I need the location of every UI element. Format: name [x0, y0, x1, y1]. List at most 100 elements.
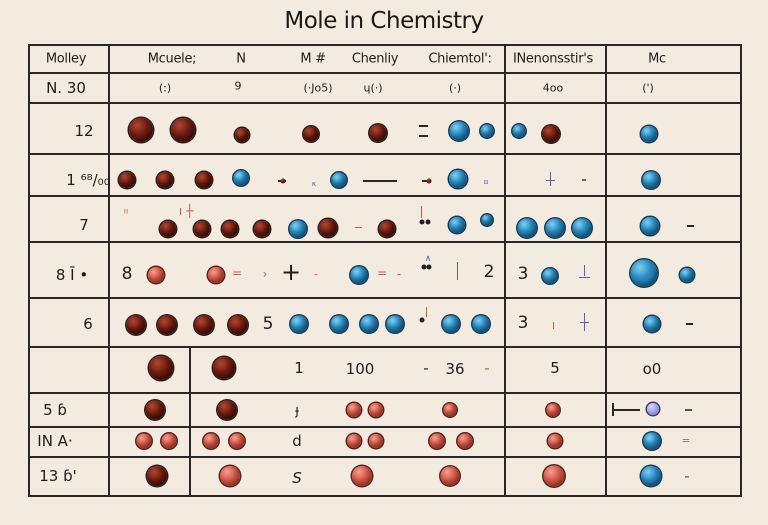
cell-text: 1: [294, 359, 304, 377]
tick-mark: [457, 262, 458, 280]
molecule-ball: [379, 221, 395, 237]
row-divider: [28, 456, 742, 458]
atom-dot: [426, 178, 432, 184]
header-cell: Chiemtol':: [428, 51, 492, 67]
header-cell: INenonsstir's: [512, 51, 594, 67]
cell-text: ›: [262, 267, 268, 281]
molecule-ball: [630, 259, 658, 287]
molecule-ball: [149, 356, 173, 380]
dash-mark: [355, 227, 362, 228]
molecule-ball: [203, 433, 219, 449]
row-label: IN A·: [37, 432, 73, 450]
molecule-ball: [213, 357, 235, 379]
row-divider: [28, 346, 742, 348]
molecule-ball: [481, 214, 493, 226]
molecule-ball: [517, 218, 537, 238]
molecule-ball: [680, 268, 694, 282]
molecule-ball: [480, 124, 494, 138]
row-divider: [28, 241, 742, 243]
header-cell: Mc: [648, 51, 666, 67]
molecule-ball: [369, 403, 383, 417]
molecule-ball: [449, 170, 467, 188]
molecule-ball: [472, 315, 490, 333]
small-mark: ı ┼: [178, 204, 194, 218]
molecule-ball: [119, 172, 135, 188]
molecule-ball: [196, 172, 212, 188]
molecule-ball: [457, 433, 473, 449]
bond-line: [612, 409, 640, 411]
col-divider: [189, 346, 191, 497]
molecule-ball: [147, 466, 167, 486]
cell-text: -: [396, 267, 402, 281]
tick-mark: [546, 180, 555, 181]
row-divider: [28, 102, 742, 104]
molecule-ball: [303, 126, 319, 142]
tick-mark: [421, 206, 422, 218]
molecule-ball: [641, 217, 659, 235]
bond-line: [363, 180, 397, 182]
row-divider: [28, 195, 742, 197]
tick-mark: [426, 307, 427, 317]
row-divider: [28, 297, 742, 299]
row-divider: [28, 72, 742, 74]
molecule-ball: [548, 434, 562, 448]
molecule-ball: [642, 171, 660, 189]
dash-mark: [685, 409, 692, 411]
row-label: 5 ɓ: [43, 401, 67, 419]
cell-text: -: [423, 359, 429, 377]
tick-mark: [553, 322, 554, 329]
subheader-cell: 4oo: [542, 81, 564, 95]
molecule-ball: [440, 466, 460, 486]
molecule-ball: [233, 170, 249, 186]
molecule-ball: [129, 118, 153, 142]
small-mark: κ: [311, 180, 317, 188]
molecule-ball: [157, 172, 173, 188]
molecule-ball: [442, 315, 460, 333]
molecule-ball: [643, 432, 661, 450]
atom-dot: [419, 219, 425, 225]
molecule-ball: [330, 315, 348, 333]
small-mark: ıı: [123, 206, 129, 216]
molecule-ball: [352, 466, 372, 486]
header-cell: Molley: [45, 51, 87, 67]
molecule-ball: [235, 128, 249, 142]
molecule-ball: [386, 315, 404, 333]
tick-mark: [579, 277, 590, 278]
molecule-ball: [347, 434, 361, 448]
header-cell: N: [236, 51, 246, 67]
molecule-ball: [289, 220, 307, 238]
page-title: Mole in Chemistry: [284, 8, 484, 34]
molecule-ball: [229, 433, 245, 449]
cell-text: 2: [483, 262, 495, 282]
molecule-ball: [160, 221, 176, 237]
molecule-ball: [647, 403, 659, 415]
subheader-cell: (·Jo5): [303, 81, 333, 95]
molecule-ball: [145, 400, 165, 420]
molecule-ball: [369, 434, 383, 448]
cell-text: 5: [262, 314, 274, 334]
table-border-top: [28, 44, 742, 46]
row-label: 8 Ī •: [55, 266, 89, 284]
cell-text: =: [376, 266, 388, 280]
bond-line: [612, 403, 614, 416]
cell-text: 36: [445, 360, 465, 378]
molecule-ball: [254, 221, 270, 237]
small-mark: ∧: [424, 254, 432, 264]
cell-text: ɟ: [295, 403, 299, 419]
molecule-ball: [542, 268, 558, 284]
table-border-left: [28, 44, 30, 497]
cell-text: 5: [550, 359, 560, 377]
molecule-ball: [369, 124, 387, 142]
molecule-ball: [290, 315, 308, 333]
molecule-ball: [572, 218, 592, 238]
molecule-ball: [443, 403, 457, 417]
atom-dot: [419, 317, 425, 323]
molecule-ball: [217, 400, 237, 420]
header-cell: Chenliy: [351, 51, 399, 67]
molecule-ball: [347, 403, 361, 417]
molecule-ball: [644, 316, 660, 332]
cell-text: d: [292, 432, 302, 450]
subheader-cell: ɥ(·): [363, 81, 383, 95]
molecule-ball: [543, 465, 565, 487]
dash-mark: [582, 179, 586, 181]
